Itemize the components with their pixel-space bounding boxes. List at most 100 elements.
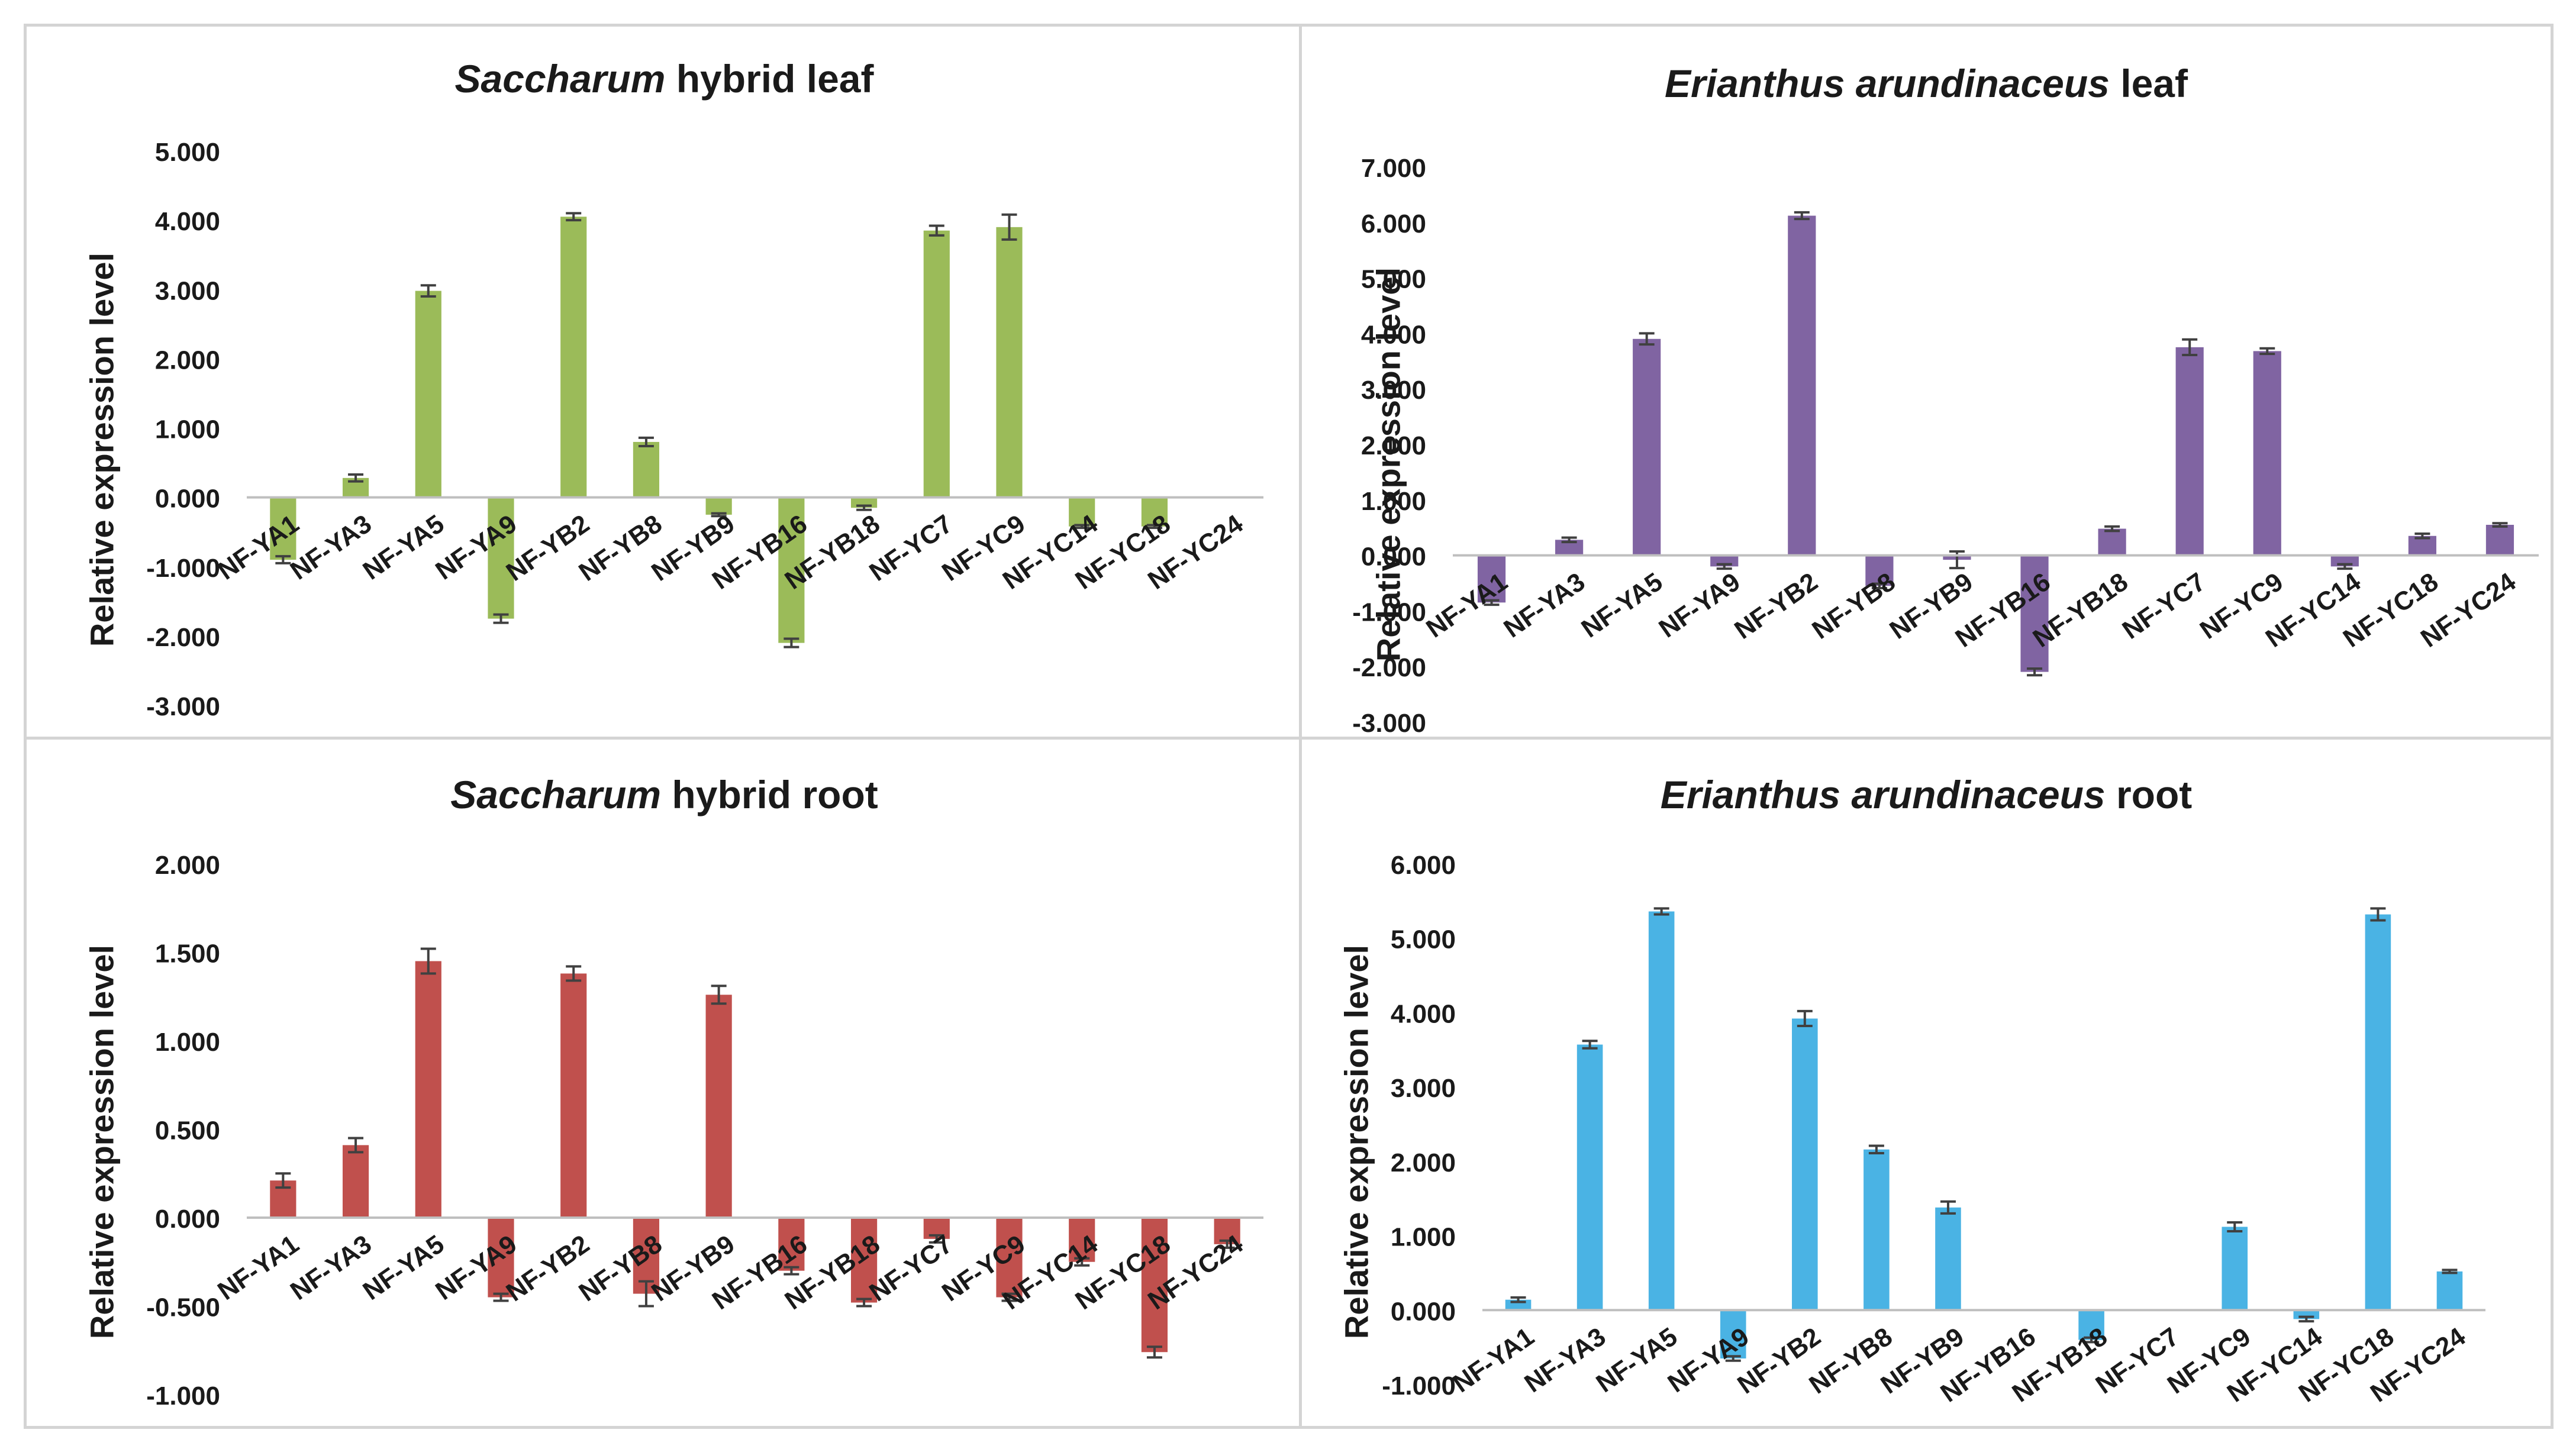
y-tick-label: -1.000 (1352, 598, 1426, 627)
bar-NF-YB8 (1864, 1149, 1890, 1311)
bar-NF-YC18 (1141, 497, 1168, 527)
bar-NF-YA5 (415, 961, 441, 1218)
error-bar (856, 1298, 872, 1308)
bar-NF-YC18 (1141, 1218, 1168, 1353)
bar-NF-YC14 (1069, 1218, 1095, 1262)
chart-panel-erianthus-root: Erianthus arundinaceus root Relative exp… (1299, 737, 2554, 1429)
bar-NF-YA5 (1648, 911, 1675, 1311)
y-tick-label: 5.000 (1391, 925, 1456, 954)
chart-title: Erianthus arundinaceus leaf (1665, 62, 2188, 105)
error-bar (420, 947, 436, 975)
bar-NF-YB18 (850, 1218, 878, 1303)
error-bar (275, 1172, 291, 1189)
error-bar (784, 637, 799, 648)
error-bar (493, 613, 509, 624)
x-tick-label: NF-YB2 (501, 1229, 595, 1307)
y-tick-label: 4.000 (1361, 320, 1426, 349)
x-tick-label: NF-YA3 (285, 509, 377, 586)
x-tick-label: NF-YA5 (1591, 1322, 1682, 1398)
x-tick-label: NF-YA1 (212, 1229, 304, 1306)
y-tick-label: -1.000 (146, 554, 220, 583)
chart-title: Saccharum hybrid leaf (454, 57, 874, 101)
bar-NF-YB2 (560, 217, 587, 498)
error-bar (1001, 1292, 1017, 1302)
bar-NF-YC9 (996, 1218, 1023, 1298)
bar-NF-YC7 (923, 230, 950, 498)
y-tick-label: 7.000 (1361, 154, 1426, 183)
y-tick-label: 1.000 (155, 415, 220, 444)
error-bar (348, 473, 364, 483)
bar-NF-YC7 (2175, 347, 2204, 556)
x-tick-label: NF-YB2 (501, 509, 595, 587)
error-bar (1871, 582, 1887, 589)
error-bar (1639, 332, 1655, 346)
error-bar (2337, 563, 2353, 570)
x-tick-label: NF-YB2 (1729, 567, 1823, 645)
y-tick-label: 0.000 (155, 1205, 220, 1234)
y-tick-label: 0.000 (1361, 543, 1426, 572)
y-tick-label: 1.000 (1361, 487, 1426, 516)
x-tick-label: NF-YA1 (1447, 1322, 1539, 1398)
bar-NF-YA9 (1720, 1310, 1746, 1358)
bar-NF-YB8 (633, 441, 660, 498)
bar-NF-YB16 (2020, 555, 2049, 672)
error-bar (2227, 1221, 2243, 1233)
error-bar (1940, 1200, 1956, 1215)
error-bar (2442, 1269, 2458, 1274)
error-bar (566, 212, 582, 222)
error-bar (1001, 213, 1017, 241)
x-tick-label: NF-YA3 (1498, 567, 1590, 644)
y-tick-label: -0.500 (146, 1293, 220, 1322)
bar-NF-YC24 (2436, 1271, 2463, 1311)
error-bar (348, 1137, 364, 1154)
bar-NF-YC9 (2253, 351, 2281, 556)
y-tick-label: 3.000 (155, 276, 220, 305)
error-bar (1794, 211, 1810, 221)
y-tick-label: -2.000 (146, 623, 220, 652)
error-bar (711, 985, 727, 1005)
error-bar (2259, 347, 2275, 356)
y-tick-label: 2.000 (1391, 1148, 1456, 1177)
y-tick-label: -1.000 (146, 1382, 220, 1411)
bar-NF-YB9 (705, 995, 732, 1218)
bar-NF-YC9 (996, 227, 1023, 498)
chart-panel-erianthus-leaf: Erianthus arundinaceus leaf Relative exp… (1299, 24, 2554, 743)
y-tick-label: 1.000 (1391, 1223, 1456, 1252)
bar-NF-YC9 (2222, 1227, 2248, 1311)
error-bar (1146, 524, 1162, 530)
error-bar (784, 1266, 799, 1276)
chart-panel-saccharum-leaf: Saccharum hybrid leaf Relative expressio… (24, 24, 1305, 743)
error-bar (566, 965, 582, 982)
bar-NF-YA3 (342, 1145, 369, 1218)
error-bar (1074, 1257, 1090, 1267)
error-bar (2414, 533, 2430, 540)
chart-plot: 2.000 1.500 1.000 0.500 0.000 -0.500 -1.000 NF-… (146, 851, 1263, 1411)
error-bar (638, 1280, 654, 1308)
bar-NF-YC18 (2365, 914, 2391, 1311)
error-bar (1716, 563, 1732, 570)
y-tick-label: 1.000 (155, 1028, 220, 1057)
error-bar (420, 284, 436, 298)
error-bar (1653, 907, 1669, 916)
error-bar (2182, 338, 2198, 356)
error-bar (1219, 1239, 1235, 1249)
error-bar (1561, 536, 1577, 544)
bar-NF-YC14 (1069, 497, 1095, 527)
bar-NF-YA1 (270, 497, 296, 560)
error-bar (928, 224, 944, 237)
x-tick-label: NF-YC7 (864, 509, 957, 587)
y-tick-label: 0.000 (1391, 1297, 1456, 1326)
y-tick-label: -3.000 (146, 692, 220, 721)
y-tick-label: 2.000 (1361, 431, 1426, 460)
x-tick-label: NF-YA5 (1576, 567, 1668, 644)
bar-NF-YB2 (560, 973, 587, 1218)
x-tick-label: NF-YB8 (1807, 567, 1900, 645)
error-bar (1510, 1296, 1526, 1303)
error-bar (2027, 667, 2043, 677)
y-tick-label: 3.000 (1391, 1074, 1456, 1103)
bar-NF-YB16 (778, 1218, 805, 1271)
x-tick-label: NF-YC7 (864, 1229, 957, 1307)
bar-NF-YA1 (1477, 555, 1506, 603)
y-tick-label: 4.000 (1391, 999, 1456, 1028)
y-tick-label: -2.000 (1352, 653, 1426, 682)
